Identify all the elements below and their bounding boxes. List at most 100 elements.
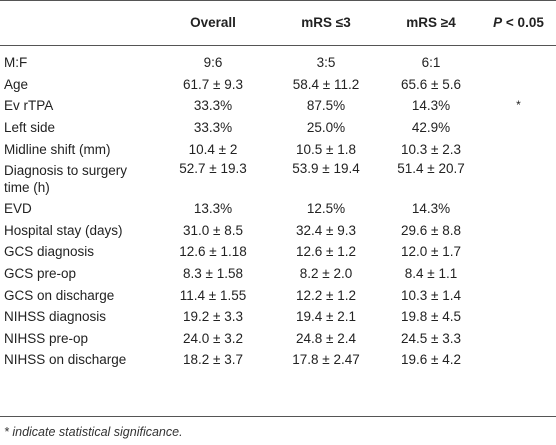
row-label-text: Left side bbox=[4, 120, 56, 136]
cell-mrs-high: 12.0 ± 1.7 bbox=[401, 244, 461, 260]
header-p-threshold: < 0.05 bbox=[502, 15, 544, 30]
cell-overall: 8.3 ± 1.58 bbox=[183, 266, 243, 282]
cell-mrs-high: 24.5 ± 3.3 bbox=[401, 330, 461, 346]
row-label: GCS on discharge bbox=[0, 284, 155, 306]
cell-overall: 19.2 ± 3.3 bbox=[183, 309, 243, 325]
cell-mrs-high: 19.8 ± 4.5 bbox=[401, 309, 461, 325]
header-rule bbox=[0, 45, 556, 46]
row-label-text: NIHSS pre-op bbox=[4, 330, 89, 346]
row-label-text: Ev rTPA bbox=[4, 98, 54, 114]
table-row: GCS diagnosis 12.6 ± 1.18 12.6 ± 1.2 12.0 ±… bbox=[0, 241, 556, 263]
cell-significance bbox=[481, 117, 556, 139]
table-row: NIHSS pre-op 24.0 ± 3.2 24.8 ± 2.4 24.5 ± 3… bbox=[0, 328, 556, 350]
row-label-text: GCS pre-op bbox=[4, 266, 77, 282]
table-row: M:F 9:6 3:5 6:1 bbox=[0, 45, 556, 74]
footnote: * indicate statistical significance. bbox=[4, 425, 183, 439]
row-label: Hospital stay (days) bbox=[0, 220, 155, 242]
row-label: NIHSS on discharge bbox=[0, 349, 155, 371]
table-row: Ev rTPA 33.3% 87.5% 14.3% * bbox=[0, 95, 556, 117]
top-rule bbox=[0, 0, 556, 1]
row-label: Ev rTPA bbox=[0, 95, 155, 117]
row-label-text: M:F bbox=[4, 55, 28, 71]
cell-mrs-high: 14.3% bbox=[411, 98, 451, 114]
cell-mrs-low: 32.4 ± 9.3 bbox=[296, 222, 356, 238]
cell-overall: 9:6 bbox=[203, 55, 223, 71]
header-overall: Overall bbox=[190, 15, 236, 30]
cell-significance bbox=[481, 74, 556, 96]
row-label-text: Hospital stay (days) bbox=[4, 222, 123, 238]
row-label: NIHSS diagnosis bbox=[0, 306, 155, 328]
cell-mrs-high: 65.6 ± 5.6 bbox=[401, 76, 461, 92]
cell-mrs-high: 42.9% bbox=[411, 120, 451, 136]
cell-overall: 33.3% bbox=[193, 120, 233, 136]
cell-overall: 24.0 ± 3.2 bbox=[183, 330, 243, 346]
table-row: EVD 13.3% 12.5% 14.3% bbox=[0, 198, 556, 220]
cell-overall: 61.7 ± 9.3 bbox=[183, 76, 243, 92]
cell-mrs-low: 58.4 ± 11.2 bbox=[292, 76, 360, 92]
row-label-text: GCS diagnosis bbox=[4, 244, 95, 260]
header-p-label: P bbox=[493, 15, 503, 30]
cell-significance: * bbox=[516, 98, 521, 113]
cell-overall: 11.4 ± 1.55 bbox=[179, 287, 247, 303]
cell-overall: 52.7 ± 19.3 bbox=[179, 160, 247, 176]
row-label-text: NIHSS diagnosis bbox=[4, 309, 107, 325]
table-row: Midline shift (mm) 10.4 ± 2 10.5 ± 1.8 10.3… bbox=[0, 138, 556, 160]
cell-significance bbox=[481, 349, 556, 371]
cell-overall: 31.0 ± 8.5 bbox=[183, 222, 243, 238]
table-row: Age 61.7 ± 9.3 58.4 ± 11.2 65.6 ± 5.6 bbox=[0, 74, 556, 96]
cell-significance bbox=[481, 306, 556, 328]
cell-overall: 10.4 ± 2 bbox=[188, 141, 238, 157]
table-row: NIHSS diagnosis 19.2 ± 3.3 19.4 ± 2.1 19.8 … bbox=[0, 306, 556, 328]
cell-mrs-high: 29.6 ± 8.8 bbox=[401, 222, 461, 238]
row-label: Age bbox=[0, 74, 155, 96]
cell-mrs-low: 17.8 ± 2.47 bbox=[292, 352, 360, 368]
cell-overall: 18.2 ± 3.7 bbox=[183, 352, 243, 368]
cell-significance bbox=[481, 198, 556, 220]
bottom-rule bbox=[0, 416, 556, 417]
row-label-text-line2: time (h) bbox=[4, 179, 50, 195]
cell-mrs-low: 12.2 ± 1.2 bbox=[296, 287, 356, 303]
cell-significance bbox=[481, 263, 556, 285]
row-label-text: EVD bbox=[4, 201, 32, 217]
row-label: Midline shift (mm) bbox=[0, 138, 155, 160]
table-row: Left side 33.3% 25.0% 42.9% bbox=[0, 117, 556, 139]
row-label: Left side bbox=[0, 117, 155, 139]
cell-mrs-high: 6:1 bbox=[421, 55, 441, 71]
cell-mrs-low: 10.5 ± 1.8 bbox=[296, 141, 356, 157]
row-label: NIHSS pre-op bbox=[0, 328, 155, 350]
header-mrs-low: mRS ≤3 bbox=[301, 15, 351, 30]
table-row: Hospital stay (days) 31.0 ± 8.5 32.4 ± 9.3… bbox=[0, 220, 556, 242]
row-label: M:F bbox=[0, 45, 155, 74]
cell-mrs-high: 51.4 ± 20.7 bbox=[397, 160, 465, 176]
cell-mrs-low: 3:5 bbox=[316, 55, 336, 71]
row-label-text: Age bbox=[4, 76, 29, 92]
cell-mrs-low: 19.4 ± 2.1 bbox=[296, 309, 356, 325]
cell-mrs-low: 24.8 ± 2.4 bbox=[296, 330, 356, 346]
cell-mrs-low: 12.6 ± 1.2 bbox=[296, 244, 356, 260]
header-mrs-high: mRS ≥4 bbox=[406, 15, 456, 30]
cell-mrs-low: 8.2 ± 2.0 bbox=[299, 266, 353, 282]
cell-mrs-high: 19.6 ± 4.2 bbox=[401, 352, 461, 368]
cell-significance bbox=[481, 328, 556, 350]
row-label-text: NIHSS on discharge bbox=[4, 352, 127, 368]
cell-mrs-low: 12.5% bbox=[306, 201, 346, 217]
header-p-value: P < 0.05 bbox=[481, 0, 556, 45]
cell-significance bbox=[481, 138, 556, 160]
table-body: M:F 9:6 3:5 6:1 Age 61.7 ± 9.3 58.4 ± 11.2 65.6… bbox=[0, 45, 556, 371]
cell-mrs-low: 25.0% bbox=[306, 120, 346, 136]
row-label-text: Diagnosis to surgery bbox=[4, 162, 128, 178]
cell-overall: 13.3% bbox=[193, 201, 233, 217]
cell-mrs-low: 53.9 ± 19.4 bbox=[292, 160, 360, 176]
data-table: Overall mRS ≤3 mRS ≥4 P < 0.05 M:F 9:6 3:5… bbox=[0, 0, 556, 371]
cell-significance bbox=[481, 160, 556, 198]
cell-mrs-low: 87.5% bbox=[306, 98, 346, 114]
row-label: GCS diagnosis bbox=[0, 241, 155, 263]
cell-mrs-high: 8.4 ± 1.1 bbox=[404, 266, 458, 282]
cell-mrs-high: 10.3 ± 2.3 bbox=[401, 141, 461, 157]
cell-significance bbox=[481, 241, 556, 263]
cell-significance bbox=[481, 220, 556, 242]
cell-overall: 33.3% bbox=[193, 98, 233, 114]
row-label: Diagnosis to surgery time (h) bbox=[0, 160, 155, 198]
row-label: EVD bbox=[0, 198, 155, 220]
